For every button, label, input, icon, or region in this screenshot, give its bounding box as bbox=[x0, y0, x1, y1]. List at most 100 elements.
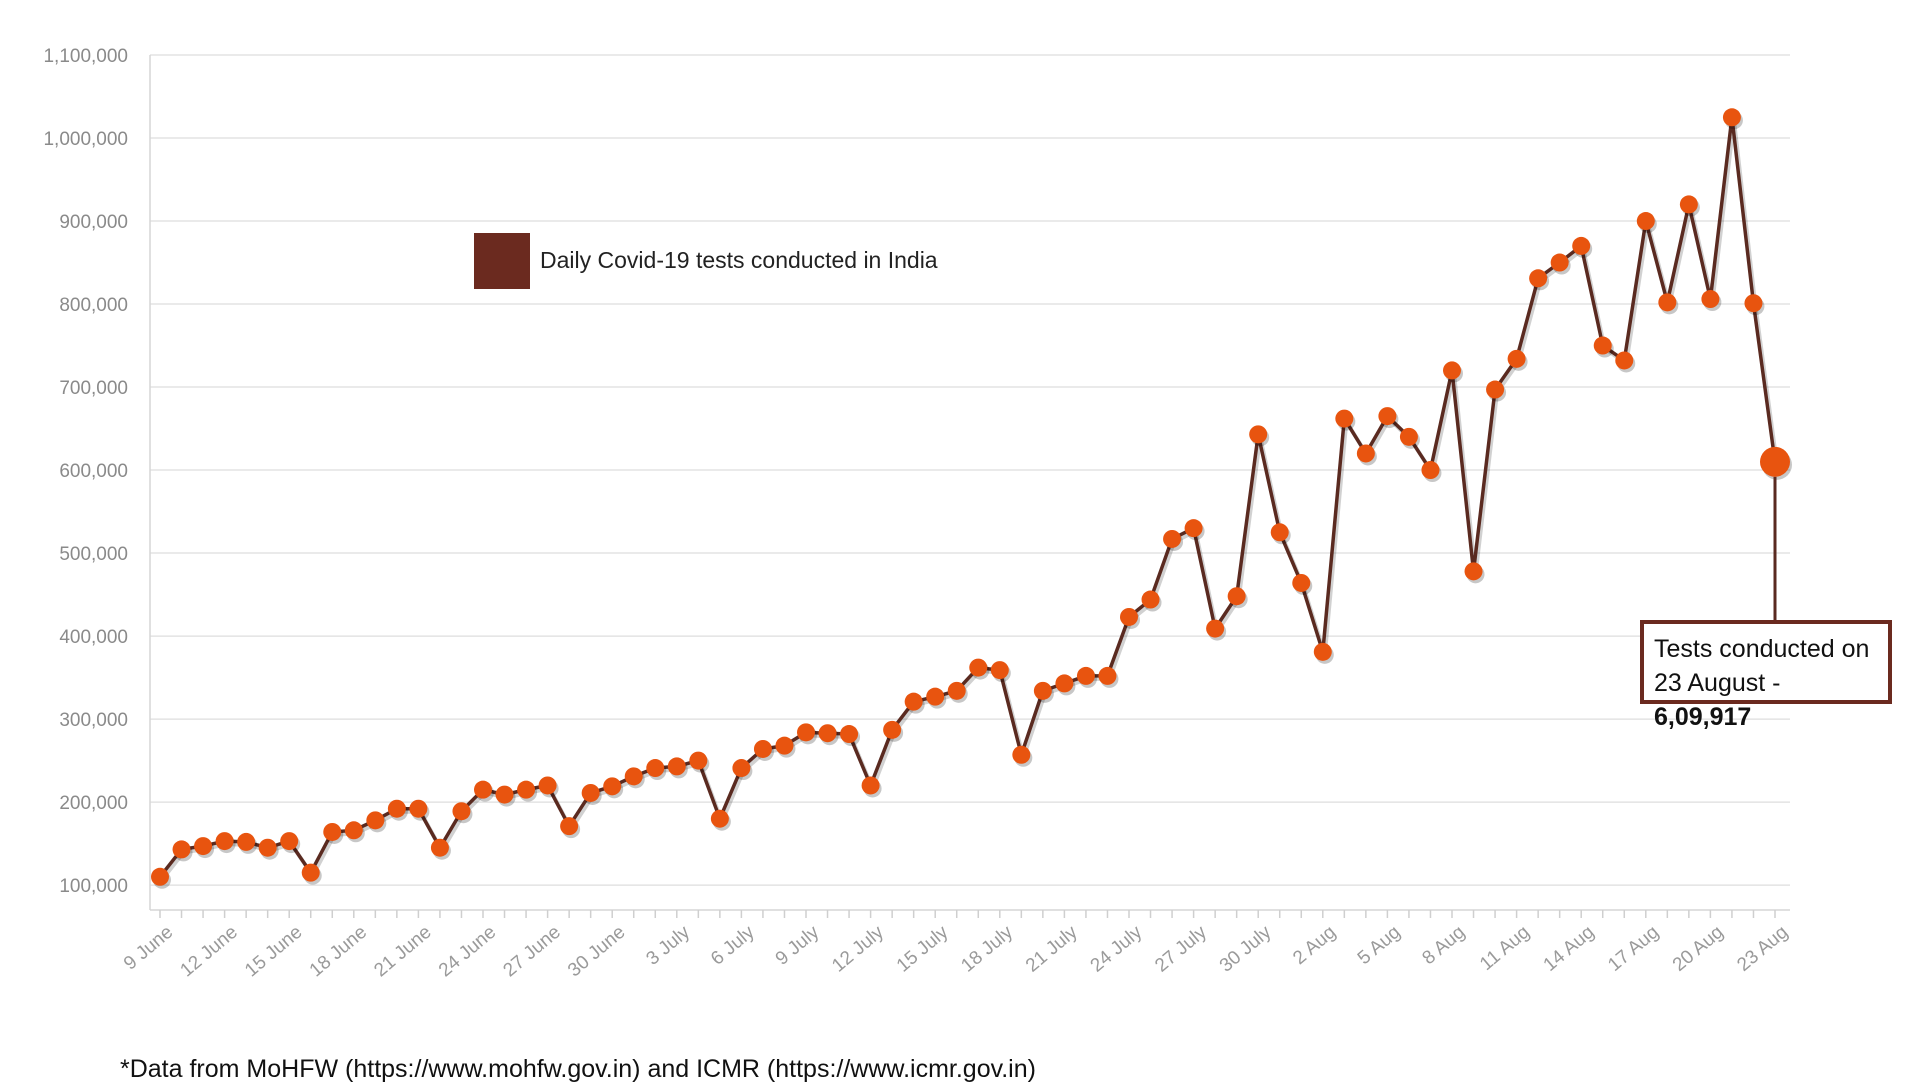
callout-date: 23 August - bbox=[1654, 669, 1781, 697]
data-point bbox=[1184, 519, 1203, 538]
x-tick-label: 12 June bbox=[177, 922, 242, 982]
x-tick-label: 6 July bbox=[707, 921, 759, 969]
x-axis: 9 June 12 June 15 June 18 June 21 June 24 Jun… bbox=[120, 910, 1792, 981]
data-point bbox=[430, 838, 449, 857]
x-tick-label: 30 June bbox=[564, 922, 629, 982]
x-tick-label: 14 Aug bbox=[1540, 922, 1599, 976]
y-tick-label: 100,000 bbox=[59, 876, 128, 897]
x-tick-label: 30 July bbox=[1216, 921, 1276, 976]
data-point bbox=[1249, 425, 1268, 444]
y-tick-label: 400,000 bbox=[59, 627, 128, 648]
data-point bbox=[1076, 666, 1095, 685]
y-tick-label: 900,000 bbox=[59, 212, 128, 233]
data-point bbox=[1529, 269, 1548, 288]
source-note: *Data from MoHFW (https://www.mohfw.gov.… bbox=[120, 1055, 1036, 1083]
y-axis: 100,000 200,000 300,000 400,000 500,000 600,0… bbox=[43, 46, 1790, 911]
data-point bbox=[409, 799, 428, 818]
data-point bbox=[603, 777, 622, 796]
x-tick-label: 21 June bbox=[370, 922, 435, 982]
x-tick-label: 20 Aug bbox=[1669, 922, 1728, 976]
x-tick-label: 15 June bbox=[241, 922, 306, 982]
data-point bbox=[1722, 108, 1741, 127]
data-point bbox=[1335, 409, 1354, 428]
data-point bbox=[689, 751, 708, 770]
data-point bbox=[1593, 336, 1612, 355]
data-point bbox=[344, 821, 363, 840]
data-point bbox=[452, 802, 471, 821]
data-point bbox=[1378, 407, 1397, 426]
data-point bbox=[904, 692, 923, 711]
data-point bbox=[215, 832, 234, 851]
data-point bbox=[1550, 253, 1569, 272]
x-tick-label: 3 July bbox=[642, 921, 694, 969]
series-daily-tests bbox=[151, 108, 1792, 889]
data-point bbox=[1507, 349, 1526, 368]
x-tick-label: 11 Aug bbox=[1476, 922, 1534, 975]
x-tick-label: 2 Aug bbox=[1289, 922, 1340, 969]
data-point bbox=[1636, 212, 1655, 231]
data-point bbox=[387, 799, 406, 818]
data-point bbox=[237, 832, 256, 851]
data-point bbox=[280, 832, 299, 851]
x-tick-label: 27 July bbox=[1151, 921, 1211, 976]
y-tick-label: 300,000 bbox=[59, 710, 128, 731]
data-point bbox=[1701, 290, 1720, 309]
data-point bbox=[1313, 642, 1332, 661]
y-tick-label: 800,000 bbox=[59, 295, 128, 316]
callout-line2: 23 August - 6,09,917 bbox=[1654, 666, 1878, 734]
x-tick-label: 24 June bbox=[435, 922, 500, 982]
x-tick-label: 5 Aug bbox=[1354, 922, 1405, 969]
data-point bbox=[710, 809, 729, 828]
x-tick-label: 27 June bbox=[500, 922, 565, 982]
data-point bbox=[861, 776, 880, 795]
data-point bbox=[1399, 427, 1418, 446]
x-tick-label: 23 Aug bbox=[1733, 922, 1792, 976]
data-point bbox=[624, 767, 643, 786]
data-point bbox=[1270, 523, 1289, 542]
data-point bbox=[969, 658, 988, 677]
series-line-shadow bbox=[160, 118, 1779, 882]
y-tick-label: 1,000,000 bbox=[43, 129, 128, 150]
data-point bbox=[1055, 674, 1074, 693]
data-point bbox=[517, 780, 536, 799]
data-point bbox=[883, 720, 902, 739]
x-tick-label: 21 July bbox=[1022, 921, 1082, 976]
data-point bbox=[1163, 529, 1182, 548]
data-point bbox=[1206, 619, 1225, 638]
data-point bbox=[366, 811, 385, 830]
legend-label: Daily Covid-19 tests conducted in India bbox=[540, 247, 938, 273]
data-point bbox=[797, 723, 815, 742]
data-point bbox=[1572, 236, 1591, 255]
data-point bbox=[581, 783, 600, 802]
x-tick-label: 12 July bbox=[828, 921, 888, 976]
y-tick-label: 700,000 bbox=[59, 378, 128, 399]
data-point bbox=[1760, 446, 1790, 477]
callout-line1: Tests conducted on bbox=[1654, 635, 1870, 663]
data-point bbox=[732, 759, 751, 778]
data-point bbox=[1744, 294, 1763, 313]
x-tick-label: 9 June bbox=[120, 922, 177, 975]
x-tick-label: 8 Aug bbox=[1418, 922, 1469, 969]
x-tick-label: 15 July bbox=[893, 921, 953, 976]
data-point bbox=[172, 840, 191, 859]
data-point bbox=[538, 776, 557, 795]
x-tick-label: 18 June bbox=[306, 922, 371, 982]
y-tick-label: 600,000 bbox=[59, 461, 128, 482]
data-point bbox=[1464, 562, 1483, 581]
data-point bbox=[667, 757, 686, 776]
data-point bbox=[1486, 380, 1505, 399]
data-point bbox=[1658, 293, 1677, 312]
data-point bbox=[1098, 666, 1117, 685]
data-point bbox=[646, 759, 665, 778]
x-tick-label: 9 July bbox=[772, 921, 824, 969]
data-point bbox=[1443, 361, 1461, 380]
y-tick-label: 200,000 bbox=[59, 793, 128, 814]
data-point bbox=[258, 838, 277, 857]
series-line bbox=[158, 115, 1777, 878]
data-point bbox=[926, 687, 945, 706]
data-point bbox=[1120, 607, 1138, 626]
data-point bbox=[947, 681, 966, 700]
legend-swatch bbox=[474, 233, 530, 289]
callout-value: 6,09,917 bbox=[1654, 703, 1752, 731]
data-point bbox=[775, 736, 794, 755]
